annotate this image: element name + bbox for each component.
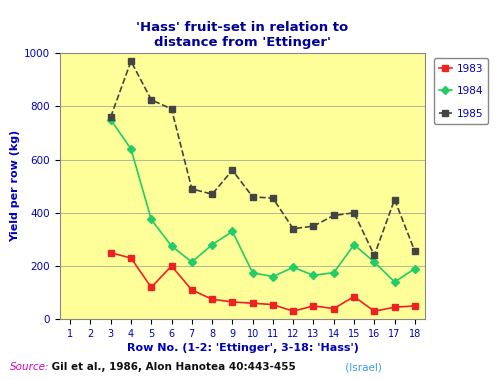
Text: (Israel): (Israel) bbox=[342, 363, 382, 372]
Legend: 1983, 1984, 1985: 1983, 1984, 1985 bbox=[434, 59, 488, 124]
Title: 'Hass' fruit-set in relation to
distance from 'Ettinger': 'Hass' fruit-set in relation to distance… bbox=[136, 21, 348, 49]
Text: Gil et al., 1986, Alon Hanotea 40:443-455: Gil et al., 1986, Alon Hanotea 40:443-45… bbox=[48, 363, 295, 372]
X-axis label: Row No. (1-2: 'Ettinger', 3-18: 'Hass'): Row No. (1-2: 'Ettinger', 3-18: 'Hass') bbox=[126, 343, 358, 353]
Text: Source:: Source: bbox=[10, 363, 50, 372]
Y-axis label: Yield per row (kg): Yield per row (kg) bbox=[10, 130, 20, 242]
